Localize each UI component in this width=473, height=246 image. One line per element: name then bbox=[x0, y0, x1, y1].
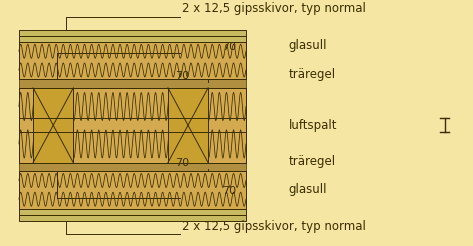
Text: 70: 70 bbox=[175, 71, 189, 80]
Text: träregel: träregel bbox=[289, 154, 336, 168]
Bar bbox=[19, 79, 246, 88]
Bar bbox=[19, 171, 246, 209]
Bar bbox=[19, 215, 246, 221]
Text: 2 x 12,5 gipsskivor, typ normal: 2 x 12,5 gipsskivor, typ normal bbox=[182, 220, 366, 233]
Text: träregel: träregel bbox=[289, 68, 336, 80]
Bar bbox=[19, 209, 246, 215]
Text: 70: 70 bbox=[222, 42, 236, 52]
Text: glasull: glasull bbox=[289, 39, 327, 52]
Bar bbox=[168, 88, 208, 163]
Bar bbox=[19, 36, 246, 42]
Text: luftspalt: luftspalt bbox=[289, 119, 337, 132]
Bar bbox=[19, 163, 246, 171]
Bar bbox=[19, 88, 246, 163]
Bar bbox=[19, 42, 246, 79]
Text: glasull: glasull bbox=[289, 184, 327, 197]
Text: 70: 70 bbox=[175, 157, 189, 168]
Text: 70: 70 bbox=[222, 186, 236, 197]
Bar bbox=[33, 88, 73, 163]
Bar bbox=[19, 30, 246, 36]
Text: 2 x 12,5 gipsskivor, typ normal: 2 x 12,5 gipsskivor, typ normal bbox=[182, 2, 366, 15]
